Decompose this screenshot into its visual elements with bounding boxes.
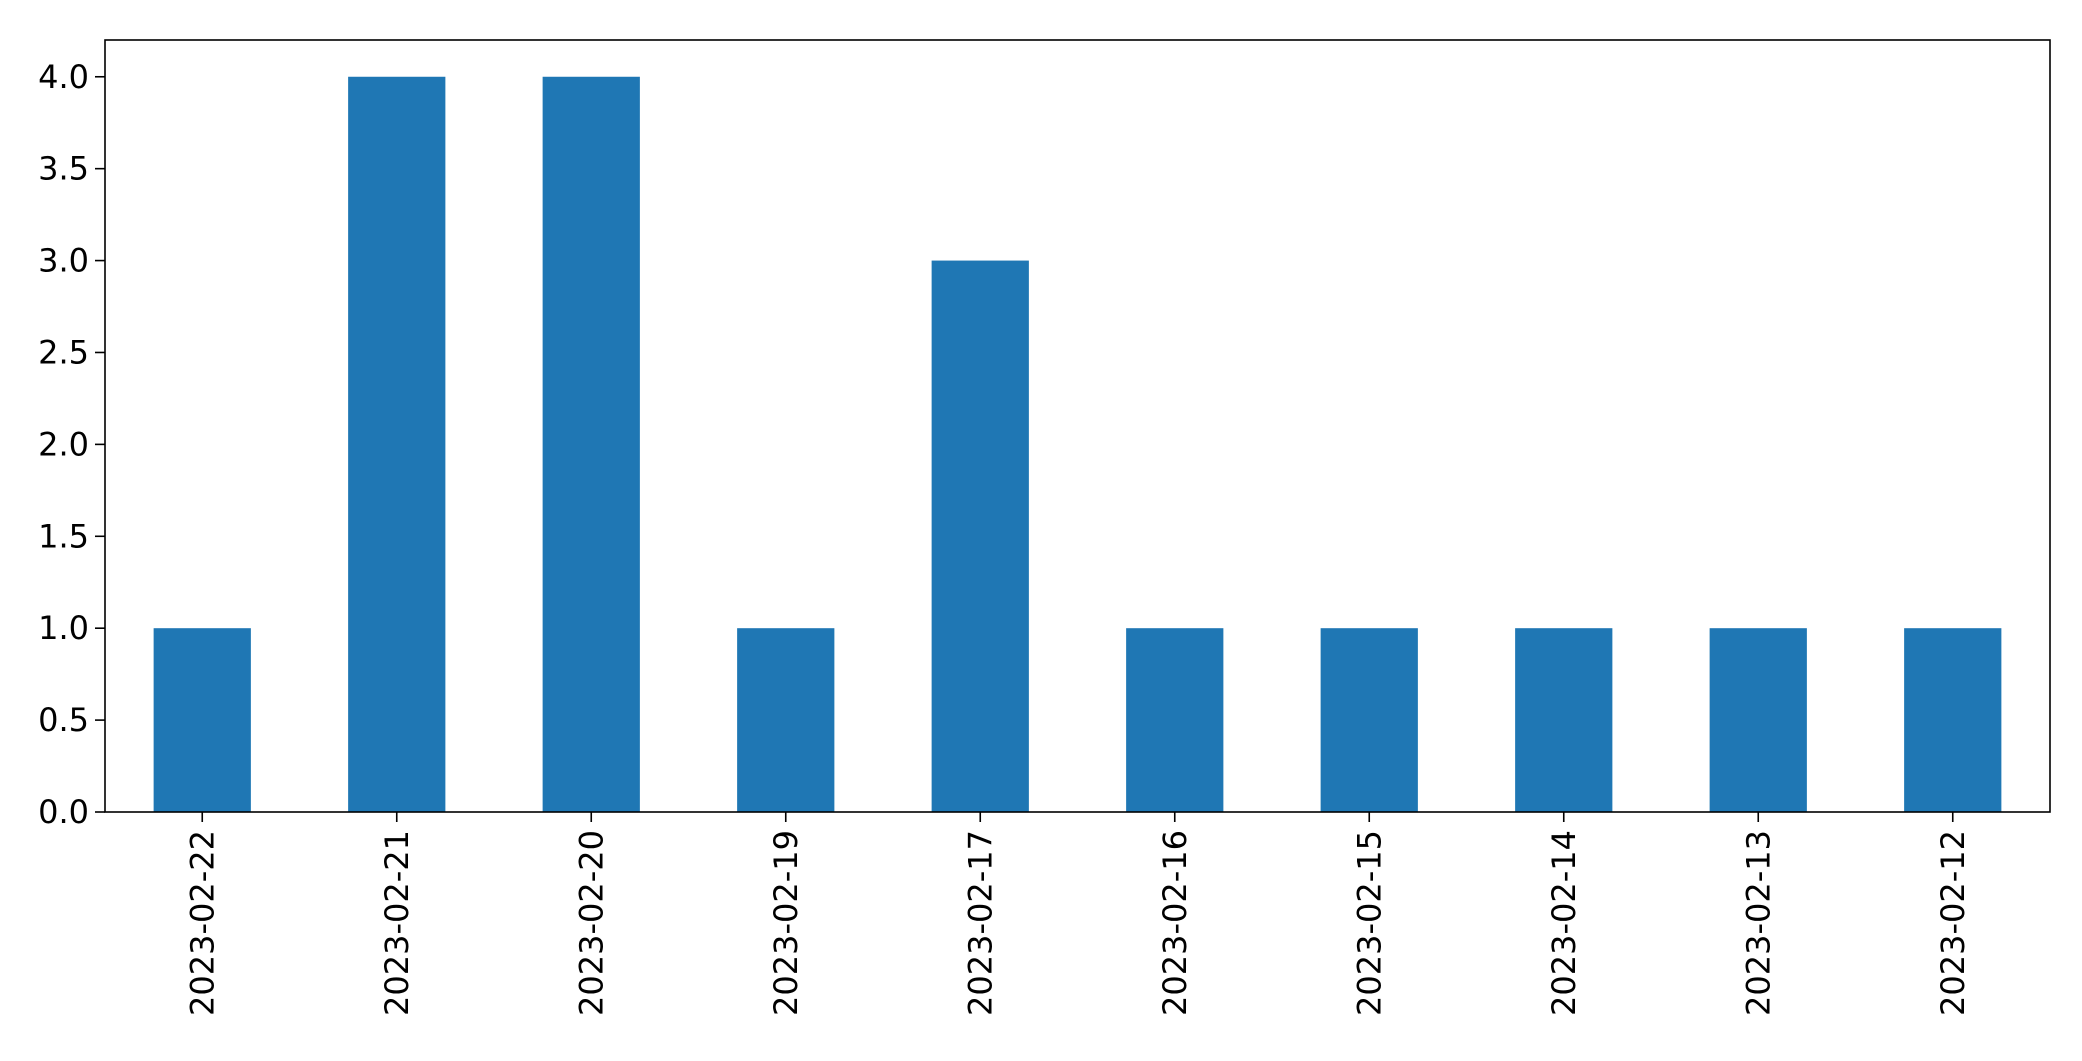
x-tick-label: 2023-02-12 — [1934, 830, 1972, 1016]
bar-2023-02-20 — [542, 76, 640, 812]
x-tick-label: 2023-02-15 — [1350, 830, 1388, 1016]
bar-2023-02-22 — [153, 628, 251, 812]
x-tick-label: 2023-02-19 — [767, 830, 805, 1016]
y-tick-label: 2.5 — [38, 333, 89, 371]
bar-2023-02-15 — [1320, 628, 1418, 812]
bar-2023-02-16 — [1126, 628, 1224, 812]
bar-2023-02-21 — [348, 76, 446, 812]
x-tick-label: 2023-02-13 — [1739, 830, 1777, 1016]
y-axis: 0.0 0.5 1.0 1.5 2.0 2.5 3.0 3.5 4.0 — [38, 58, 105, 831]
x-tick-label: 2023-02-20 — [572, 830, 610, 1016]
y-tick-label: 3.0 — [38, 242, 89, 280]
x-axis: 2023-02-22 2023-02-21 2023-02-20 2023-02-19… — [183, 812, 1972, 1016]
y-tick-label: 1.5 — [38, 517, 89, 555]
y-tick-label: 0.5 — [38, 701, 89, 739]
y-tick-label: 0.0 — [38, 793, 89, 831]
y-tick-label: 4.0 — [38, 58, 89, 96]
x-tick-label: 2023-02-22 — [183, 830, 221, 1016]
bar-2023-02-14 — [1515, 628, 1613, 812]
y-tick-label: 3.5 — [38, 150, 89, 188]
bar-2023-02-19 — [737, 628, 835, 812]
y-tick-label: 2.0 — [38, 425, 89, 463]
bar-2023-02-12 — [1904, 628, 2002, 812]
x-tick-label: 2023-02-21 — [378, 830, 416, 1016]
bar-2023-02-13 — [1709, 628, 1807, 812]
bar-2023-02-17 — [931, 260, 1029, 813]
x-tick-label: 2023-02-14 — [1545, 830, 1583, 1016]
x-tick-label: 2023-02-16 — [1156, 830, 1194, 1016]
bars-group — [153, 76, 2002, 813]
x-tick-label: 2023-02-17 — [961, 830, 999, 1016]
y-tick-label: 1.0 — [38, 609, 89, 647]
plot-frame — [104, 39, 2051, 813]
